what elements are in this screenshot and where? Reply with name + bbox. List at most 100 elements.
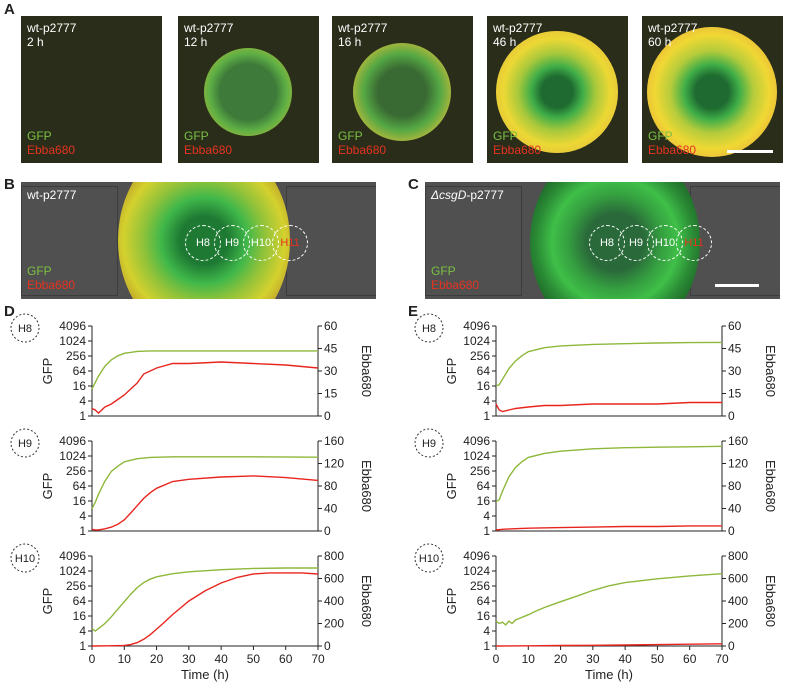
y-tick-label: 1 — [79, 639, 86, 653]
biofilm-colony — [647, 27, 777, 157]
y-axis-title: GFP — [40, 358, 55, 385]
x-tick-label: 50 — [651, 652, 665, 666]
panel-a-image-5: wt-p2777 60 h GFP Ebba680 — [642, 16, 783, 163]
x-tick-label: 10 — [118, 652, 132, 666]
y-tick-label: 64 — [477, 479, 491, 493]
x-tick-label: 70 — [311, 652, 325, 666]
ebba-channel-label: Ebba680 — [338, 143, 387, 157]
panel-c-ebba-label: Ebba680 — [431, 278, 480, 292]
biofilm-colony — [496, 31, 618, 153]
ebba680-series-line — [91, 361, 319, 414]
y2-axis-title: Ebba680 — [763, 575, 778, 627]
x-tick-label: 60 — [683, 652, 697, 666]
y2-tick-label: 60 — [324, 319, 338, 333]
ebba680-series-line — [91, 475, 319, 531]
time-label: 2 h — [27, 35, 44, 49]
y-tick-label: 1024 — [59, 449, 86, 463]
x-tick-label: 0 — [493, 652, 500, 666]
y2-tick-label: 160 — [324, 434, 344, 448]
y-tick-label: 64 — [73, 479, 87, 493]
strain-label: wt-p2777 — [493, 21, 543, 35]
ebba680-series-line — [495, 525, 722, 531]
y-tick-label: 16 — [73, 609, 87, 623]
gfp-series-line — [495, 573, 723, 626]
y2-tick-label: 0 — [728, 524, 735, 538]
y2-axis-title: Ebba680 — [763, 460, 778, 512]
y-tick-label: 256 — [470, 349, 490, 363]
y2-tick-label: 0 — [324, 639, 331, 653]
y2-tick-label: 45 — [324, 342, 338, 356]
y-tick-label: 4 — [483, 394, 490, 408]
y-tick-label: 1024 — [463, 449, 490, 463]
y-tick-label: 1024 — [463, 334, 490, 348]
time-label: 12 h — [184, 35, 208, 49]
y2-tick-label: 120 — [728, 457, 748, 471]
panel-c-image: ΔcsgD-p2777 GFP Ebba680 H8 H9 H10 H11 — [425, 182, 780, 299]
region-badge-label: H10 — [15, 553, 35, 565]
y2-tick-label: 600 — [324, 572, 344, 586]
y-tick-label: 256 — [470, 579, 490, 593]
y-axis-title: GFP — [444, 358, 459, 385]
y2-tick-label: 200 — [728, 617, 748, 631]
panel-label-a: A — [4, 1, 15, 18]
panel-a-image-2: wt-p2777 12 h GFP Ebba680 — [178, 16, 319, 163]
panel-b-ebba-label: Ebba680 — [27, 278, 76, 292]
y2-tick-label: 15 — [728, 387, 742, 401]
y-tick-label: 1 — [483, 524, 490, 538]
y2-tick-label: 30 — [728, 364, 742, 378]
y2-tick-label: 0 — [324, 409, 331, 423]
strain-label: wt-p2777 — [184, 21, 234, 35]
x-axis-title: Time (h) — [181, 667, 229, 682]
y-tick-label: 1024 — [463, 564, 490, 578]
x-tick-label: 60 — [279, 652, 293, 666]
gfp-series-line — [495, 341, 723, 387]
biofilm-colony — [204, 48, 292, 136]
x-tick-label: 30 — [182, 652, 196, 666]
x-tick-label: 70 — [715, 652, 729, 666]
ebba680-series-line — [495, 643, 723, 647]
scale-bar — [715, 284, 759, 287]
y-tick-label: 4096 — [59, 319, 86, 333]
panel-b-image: wt-p2777 GFP Ebba680 H8 H9 H10 H11 — [21, 182, 376, 299]
y-tick-label: 16 — [477, 609, 491, 623]
panel-a-image-1: wt-p2777 2 h GFP Ebba680 — [21, 16, 162, 163]
gfp-channel-label: GFP — [184, 129, 209, 143]
y-tick-label: 256 — [470, 464, 490, 478]
y2-tick-label: 80 — [728, 479, 742, 493]
y-tick-label: 4 — [483, 624, 490, 638]
ebba680-series-line — [495, 401, 722, 413]
y-axis-title: GFP — [40, 473, 55, 500]
biofilm-colony — [61, 62, 121, 122]
region-badge-label: H9 — [18, 438, 32, 450]
scale-bar — [727, 150, 773, 153]
y2-tick-label: 400 — [324, 594, 344, 608]
gfp-channel-label: GFP — [338, 129, 363, 143]
ebba680-series-line — [91, 572, 319, 647]
y2-tick-label: 160 — [728, 434, 748, 448]
y2-tick-label: 30 — [324, 364, 338, 378]
y-tick-label: 1 — [483, 639, 490, 653]
y-tick-label: 16 — [477, 494, 491, 508]
y-tick-label: 16 — [477, 379, 491, 393]
panel-label-c: C — [408, 176, 419, 193]
y-tick-label: 16 — [73, 494, 87, 508]
panel-label-b: B — [4, 176, 15, 193]
x-tick-label: 40 — [214, 652, 228, 666]
y2-axis-title: Ebba680 — [359, 575, 374, 627]
x-tick-label: 20 — [150, 652, 164, 666]
region-badge — [414, 543, 444, 573]
y-axis-title: GFP — [40, 588, 55, 615]
y2-tick-label: 80 — [324, 479, 338, 493]
y-tick-label: 64 — [477, 594, 491, 608]
panel-c-gfp-label: GFP — [431, 264, 456, 278]
y2-tick-label: 0 — [728, 639, 735, 653]
panel-a-image-3: wt-p2777 16 h GFP Ebba680 — [332, 16, 473, 163]
y-tick-label: 1024 — [59, 564, 86, 578]
biofilm-colony — [352, 42, 452, 142]
ebba-channel-label: Ebba680 — [493, 143, 542, 157]
panel-b-gfp-label: GFP — [27, 264, 52, 278]
y-tick-label: 4 — [79, 624, 86, 638]
y-tick-label: 4096 — [463, 319, 490, 333]
y2-tick-label: 800 — [324, 549, 344, 563]
y2-tick-label: 40 — [728, 502, 742, 516]
